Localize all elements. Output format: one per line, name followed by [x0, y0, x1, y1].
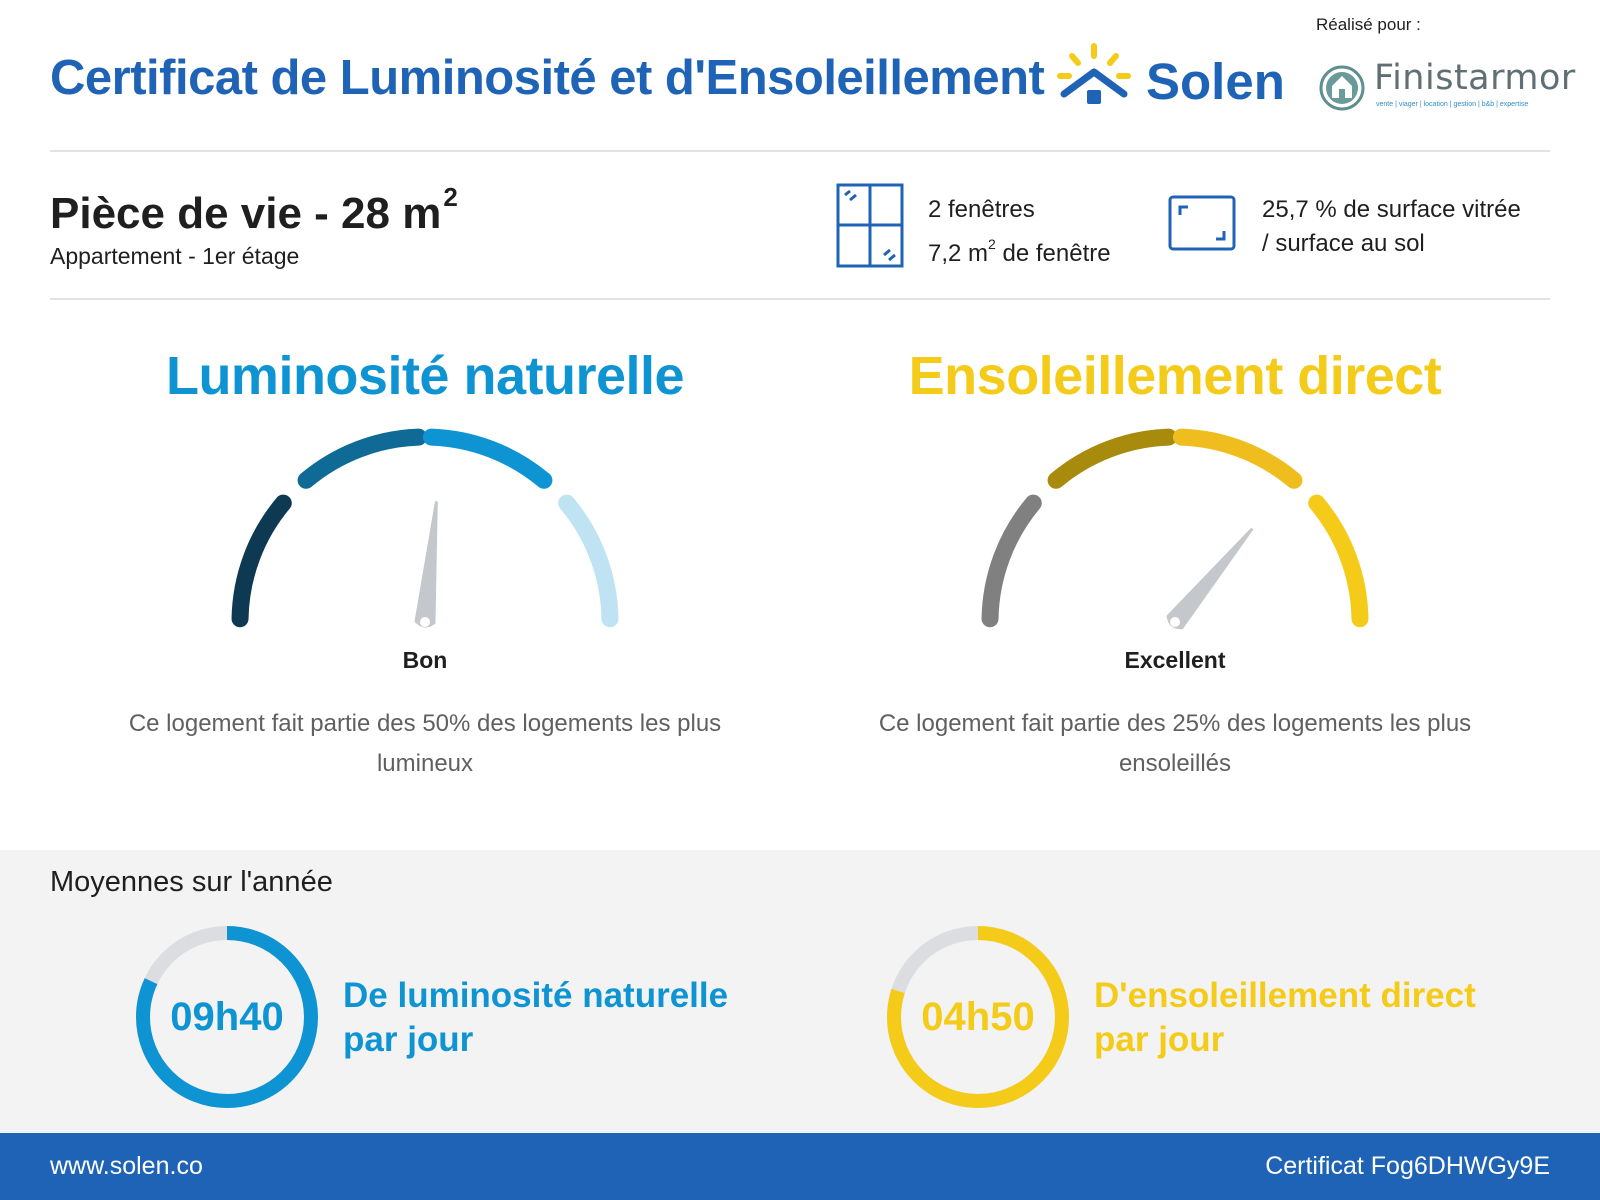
luminosity-gauge-hub: [420, 617, 430, 627]
glazing-ratio: 25,7 % de surface vitrée: [1262, 196, 1521, 223]
luminosity-gauge-block: Luminosité naturelle Bon Ce logement fai…: [65, 345, 785, 784]
luminosity-description: Ce logement fait partie des 50% des loge…: [128, 710, 722, 777]
client-name: Finistarmor: [1374, 58, 1576, 98]
sun-house-icon: [1057, 43, 1131, 104]
sunshine-ring: 04h50: [883, 922, 1073, 1112]
room-title: Pièce de vie - 28 m2: [50, 182, 458, 238]
annual-title: Moyennes sur l'année: [50, 866, 333, 898]
solen-logo: Solen: [1054, 42, 1294, 112]
luminosity-gauge-needle: [414, 501, 438, 628]
sunshine-gauge-needle: [1166, 528, 1253, 630]
sunshine-gauge-segment-3: [1172, 428, 1303, 489]
luminosity-gauge: [231, 428, 619, 628]
sunshine-rating: Excellent: [1124, 647, 1226, 673]
sunshine-title: Ensoleillement direct: [908, 346, 1442, 406]
made-for-label: Réalisé pour :: [1316, 15, 1421, 34]
luminosity-gauge-segment-4: [558, 494, 619, 628]
header: Certificat de Luminosité et d'Ensoleille…: [0, 0, 1600, 150]
sunshine-gauge-segment-1: [981, 494, 1042, 628]
sunshine-gauge: [981, 428, 1369, 630]
certificate-id: Certificat Fog6DHWGy9E: [1265, 1152, 1550, 1180]
luminosity-hours: 09h40: [170, 995, 284, 1039]
luminosity-gauge-segment-1: [231, 494, 292, 628]
glazing-info: 25,7 % de surface vitrée / surface au so…: [1262, 193, 1521, 261]
divider: [50, 298, 1550, 300]
floor-area-icon: [1168, 195, 1236, 251]
sunshine-gauge-block: Ensoleillement direct Excellent Ce logem…: [815, 345, 1535, 784]
sunshine-gauge-segment-2: [1047, 428, 1178, 489]
annual-averages: Moyennes sur l'année 09h40 De luminosité…: [0, 850, 1600, 1133]
luminosity-ring: 09h40: [132, 922, 322, 1112]
sunshine-hours: 04h50: [921, 995, 1035, 1039]
sunshine-gauge-hub: [1170, 617, 1180, 627]
sunshine-description: Ce logement fait partie des 25% des loge…: [878, 710, 1472, 777]
website-link[interactable]: www.solen.co: [50, 1152, 203, 1180]
luminosity-ring-chart: [136, 926, 318, 1108]
luminosity-rating: Bon: [402, 647, 448, 673]
sunshine-ring-progress: [887, 926, 1069, 1108]
window-info: 2 fenêtres 7,2 m2 de fenêtre: [928, 193, 1111, 271]
sunshine-caption: D'ensoleillement direct par jour: [1094, 976, 1476, 1059]
client-house-icon: [1319, 65, 1365, 111]
client-tagline: vente | viager | location | gestion | b&…: [1376, 101, 1529, 108]
sunshine-ring-chart: [887, 926, 1069, 1108]
divider: [50, 150, 1550, 152]
page-title: Certificat de Luminosité et d'Ensoleille…: [50, 51, 1045, 105]
luminosity-ring-progress: [136, 926, 318, 1108]
sunshine-gauge-segment-4: [1308, 494, 1369, 628]
brand-name: Solen: [1146, 53, 1285, 110]
window-icon: [836, 183, 904, 268]
windows-count: 2 fenêtres: [928, 196, 1035, 223]
room-subtitle: Appartement - 1er étage: [50, 243, 300, 269]
luminosity-gauge-segment-2: [297, 428, 428, 489]
window-area: 7,2 m2 de fenêtre: [928, 236, 1111, 267]
client-logo: Finistarmor vente | viager | location | …: [1318, 58, 1575, 120]
luminosity-caption: De luminosité naturelle par jour: [343, 976, 729, 1059]
luminosity-title: Luminosité naturelle: [165, 346, 685, 406]
footer: www.solen.co Certificat Fog6DHWGy9E: [0, 1133, 1600, 1200]
luminosity-gauge-segment-3: [422, 428, 553, 489]
glazing-ratio-suffix: / surface au sol: [1262, 230, 1425, 257]
